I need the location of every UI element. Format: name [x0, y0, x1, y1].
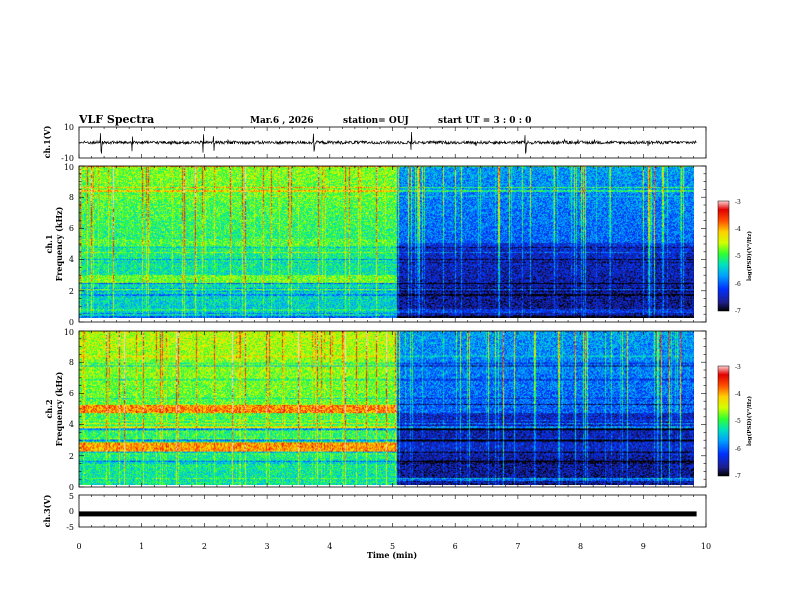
colorbar-tick: -3: [735, 364, 741, 371]
station-label: station= OUJ: [343, 116, 409, 126]
colorbar-tick: -3: [735, 199, 741, 206]
ch1-wave-ylabel: ch.1(V): [42, 125, 52, 158]
ch1-spec-ytick: 2: [69, 287, 74, 296]
ch3-wave-ytick: 0: [69, 507, 74, 516]
colorbar-tick: -7: [735, 473, 741, 480]
x-tick-label: 6: [453, 542, 458, 551]
colorbar-tick: -7: [735, 308, 741, 315]
colorbar-tick: -4: [735, 226, 741, 233]
colorbar-tick: -6: [735, 281, 741, 288]
ch1-colorbar: -3 -4 -5 -6 -7 log(PSD)(V²/Hz): [717, 199, 753, 315]
ch1-spec-ytick: 6: [69, 224, 74, 233]
ch1-spec-ytick: 0: [69, 318, 74, 327]
ch2-spec-ytick: 8: [69, 358, 74, 367]
ch3-wave-ylabel: ch.3(V): [42, 494, 52, 527]
ch1-wave-ytick: 10: [64, 123, 74, 132]
x-tick-label: 10: [701, 542, 711, 551]
x-tick-label: 1: [139, 542, 144, 551]
ch1-spectrogram: [79, 166, 694, 318]
x-axis-label: Time (min): [367, 550, 417, 560]
ch2-spec-ytick: 0: [69, 483, 74, 492]
x-tick-label: 9: [641, 542, 646, 551]
ch3-wave-ytick: 5: [69, 492, 74, 501]
ch2-spec-ylabel-channel: ch.2: [44, 399, 54, 418]
ch3-wave-ytick: -5: [66, 523, 74, 532]
date-label: Mar.6 , 2026: [250, 116, 314, 126]
ch2-spec-ylabel-freq: Frequency (kHz): [54, 371, 64, 446]
ch1-spec-ytick: 10: [64, 163, 74, 172]
ch1-waveform-trace: [78, 131, 697, 155]
colorbar-tick: -5: [735, 253, 741, 260]
colorbar-tick: -6: [735, 446, 741, 453]
ch2-colorbar: -3 -4 -5 -6 -7 log(PSD)(V²/Hz): [717, 364, 753, 480]
x-tick-label: 3: [265, 542, 270, 551]
ch3-wave-frame: [78, 494, 707, 528]
ch2-spectrogram: [79, 331, 694, 485]
ch2-spec-ytick: 2: [69, 452, 74, 461]
start-time-label: start UT = 3 : 0 : 0: [438, 116, 531, 126]
x-tick-label: 7: [515, 542, 520, 551]
ch2-spec-ytick: 10: [64, 328, 74, 337]
figure-title: VLF Spectra: [78, 113, 154, 126]
ch2-spec-ytick: 6: [69, 389, 74, 398]
ch1-spec-ytick: 8: [69, 193, 74, 202]
x-tick-label: 0: [76, 542, 81, 551]
colorbar-scale: [717, 200, 730, 312]
colorbar-label: log(PSD)(V²/Hz): [746, 396, 753, 446]
ch1-spec-ylabel-channel: ch.1: [44, 234, 54, 253]
y-axis-ticks: [79, 165, 706, 488]
x-tick-label: 5: [390, 542, 395, 551]
colorbar-label: log(PSD)(V²/Hz): [746, 231, 753, 281]
ch1-spec-ytick: 4: [69, 255, 74, 264]
ch1-spectrogram-image: [79, 166, 694, 318]
x-tick-label: 8: [578, 542, 583, 551]
ch1-wave-ytick: -10: [61, 154, 74, 163]
colorbar-scale: [717, 365, 730, 477]
x-tick-label: 4: [327, 542, 332, 551]
ch3-waveform-trace: [79, 511, 697, 517]
ch2-spec-ytick: 4: [69, 420, 74, 429]
x-tick-label: 2: [202, 542, 207, 551]
ch2-spectrogram-image: [79, 331, 694, 485]
ch1-spec-ylabel-freq: Frequency (kHz): [54, 206, 64, 281]
colorbar-tick: -4: [735, 391, 741, 398]
colorbar-tick: -5: [735, 418, 741, 425]
x-axis-ticks: [78, 127, 707, 527]
